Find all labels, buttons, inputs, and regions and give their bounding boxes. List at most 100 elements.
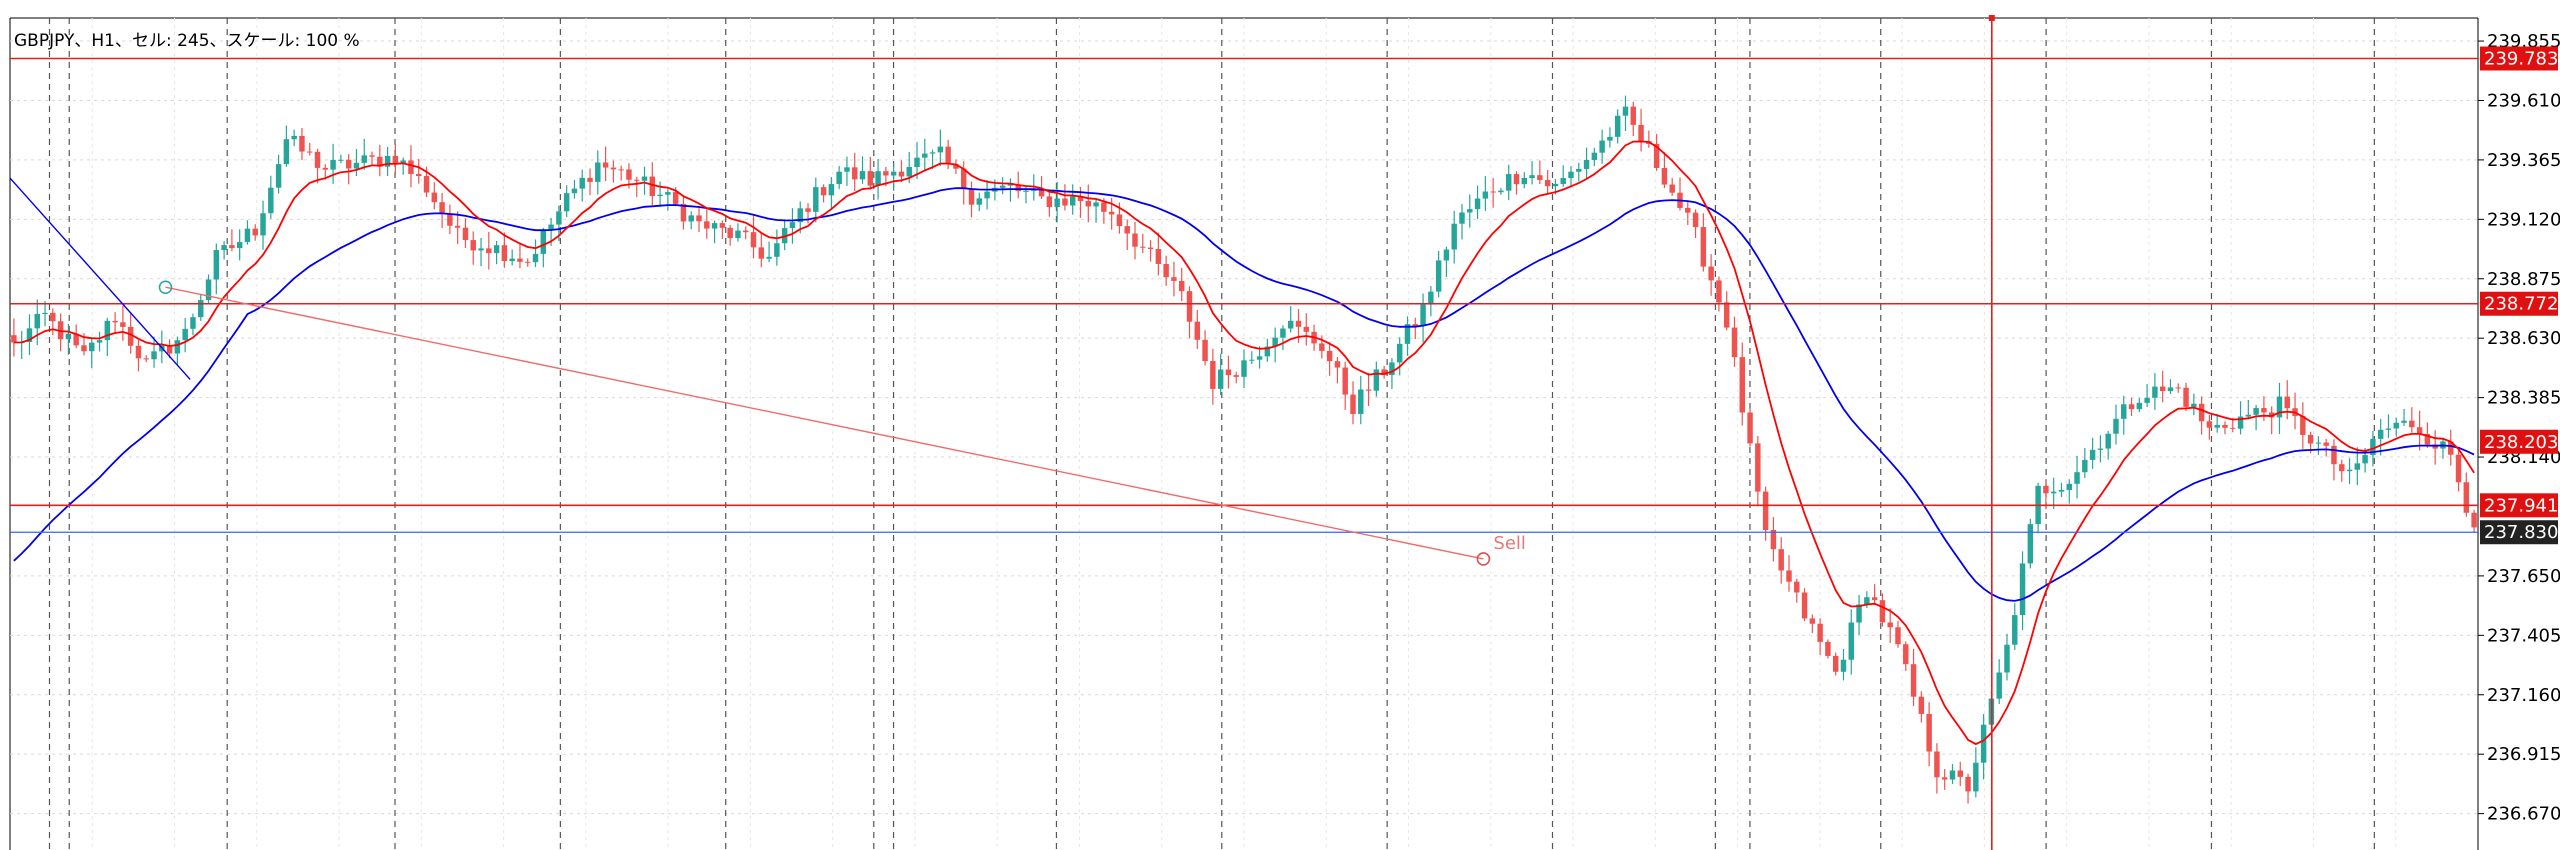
candle-body xyxy=(953,164,959,169)
candle-body xyxy=(999,185,1006,188)
candle-body xyxy=(2152,386,2158,398)
candle-body xyxy=(1770,529,1777,550)
candle-body xyxy=(1848,622,1854,660)
candle-body xyxy=(2019,563,2026,616)
candle-body xyxy=(525,261,531,263)
candle-body xyxy=(198,300,204,318)
candle-body xyxy=(563,193,570,212)
candle-body xyxy=(672,192,679,204)
candle-body xyxy=(1350,394,1356,414)
candle-body xyxy=(2159,386,2166,392)
candle-body xyxy=(1786,570,1792,582)
candle-body xyxy=(867,171,874,186)
candle-body xyxy=(595,162,601,182)
candle-body xyxy=(1077,196,1084,202)
candle-body xyxy=(1583,159,1590,169)
candle-body xyxy=(1334,361,1341,368)
candle-body xyxy=(2339,464,2345,472)
candle-body xyxy=(937,146,944,153)
candle-body xyxy=(805,208,811,212)
candle-body xyxy=(2354,463,2361,470)
candle-body xyxy=(2198,403,2205,422)
candle-body xyxy=(1116,214,1123,227)
candle-body xyxy=(1272,337,1278,347)
candle-body xyxy=(1459,212,1465,224)
candle-body xyxy=(1420,304,1426,326)
candle-body xyxy=(1895,627,1901,645)
candle-body xyxy=(1957,770,1963,777)
candle-body xyxy=(2331,445,2337,465)
candle-body xyxy=(1451,223,1457,250)
candle-body xyxy=(1202,339,1208,362)
price-tag-label: 237.941 xyxy=(2484,495,2558,516)
candle-body xyxy=(945,146,951,165)
candle-body xyxy=(2424,434,2431,445)
candle-body xyxy=(1186,291,1193,322)
candle-body xyxy=(750,232,757,248)
candle-body xyxy=(1326,350,1333,362)
candle-body xyxy=(229,245,235,249)
price-axis: 239.855239.610239.365239.120238.875238.6… xyxy=(2478,31,2560,825)
candle-body xyxy=(1178,280,1185,292)
candle-body xyxy=(2377,429,2384,439)
candle-body xyxy=(1949,770,1956,780)
candle-body xyxy=(2409,420,2415,428)
candle-body xyxy=(1225,369,1232,376)
candle-body xyxy=(127,326,134,346)
period-separators xyxy=(48,18,2375,850)
candle-body xyxy=(1108,211,1115,215)
candle-body xyxy=(2307,434,2314,444)
candle-body xyxy=(1941,777,1948,780)
candle-body xyxy=(221,245,227,251)
candle-body xyxy=(1653,143,1660,169)
candle-body xyxy=(898,171,905,177)
candle-body xyxy=(929,152,936,154)
candle-body xyxy=(1708,266,1714,281)
candle-body xyxy=(2416,427,2423,435)
candle-body xyxy=(836,171,842,185)
candle-body xyxy=(2300,416,2306,435)
candle-body xyxy=(1365,389,1372,391)
candle-body xyxy=(1747,412,1753,444)
candle-body xyxy=(493,245,500,254)
candle-body xyxy=(1755,443,1761,492)
candle-body xyxy=(2004,644,2010,673)
candle-body xyxy=(1233,375,1239,377)
candle-body xyxy=(1062,198,1068,206)
candle-body xyxy=(1607,136,1613,141)
candle-body xyxy=(688,215,694,222)
candles-layer xyxy=(11,95,2477,804)
candle-body xyxy=(976,198,983,205)
candle-body xyxy=(252,228,258,236)
candle-body xyxy=(2455,454,2462,483)
candle-body xyxy=(2362,455,2368,464)
candle-body xyxy=(1980,724,1987,763)
candle-body xyxy=(26,328,33,342)
candle-body xyxy=(2315,442,2322,444)
y-tick-label: 236.670 xyxy=(2487,804,2560,825)
candle-body xyxy=(665,192,671,195)
y-tick-label: 237.160 xyxy=(2487,685,2560,706)
candle-body xyxy=(1093,202,1099,207)
candle-body xyxy=(1295,320,1302,327)
candle-body xyxy=(1817,623,1823,642)
candle-body xyxy=(1521,178,1528,185)
candle-body xyxy=(2222,424,2228,428)
candle-body xyxy=(50,312,56,322)
candle-body xyxy=(813,187,819,212)
sell-annotation: Sell xyxy=(1493,533,1526,554)
candle-body xyxy=(890,171,897,176)
candle-body xyxy=(571,188,578,194)
candle-body xyxy=(244,228,251,243)
candle-body xyxy=(906,166,912,177)
candle-body xyxy=(2471,512,2477,528)
candle-body xyxy=(587,177,593,182)
price-tag-label: 237.830 xyxy=(2484,522,2558,543)
y-tick-label: 237.405 xyxy=(2487,625,2560,646)
candle-body xyxy=(42,312,48,315)
candle-body xyxy=(11,335,17,343)
y-tick-label: 238.630 xyxy=(2487,328,2560,349)
candle-body xyxy=(283,139,290,165)
